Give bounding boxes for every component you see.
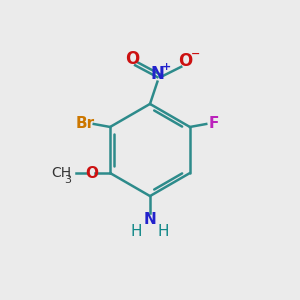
Text: O: O — [85, 166, 98, 181]
Text: 3: 3 — [64, 175, 71, 184]
Text: −: − — [191, 49, 200, 59]
Text: H: H — [158, 224, 169, 239]
Text: N: N — [144, 212, 156, 227]
Text: O: O — [178, 52, 193, 70]
Text: O: O — [125, 50, 139, 68]
Text: CH: CH — [51, 166, 71, 180]
Text: H: H — [131, 224, 142, 239]
Text: methoxy: methoxy — [65, 171, 72, 172]
Text: F: F — [208, 116, 219, 131]
Text: N: N — [151, 65, 164, 83]
Text: +: + — [162, 62, 171, 72]
Text: Br: Br — [75, 116, 94, 131]
